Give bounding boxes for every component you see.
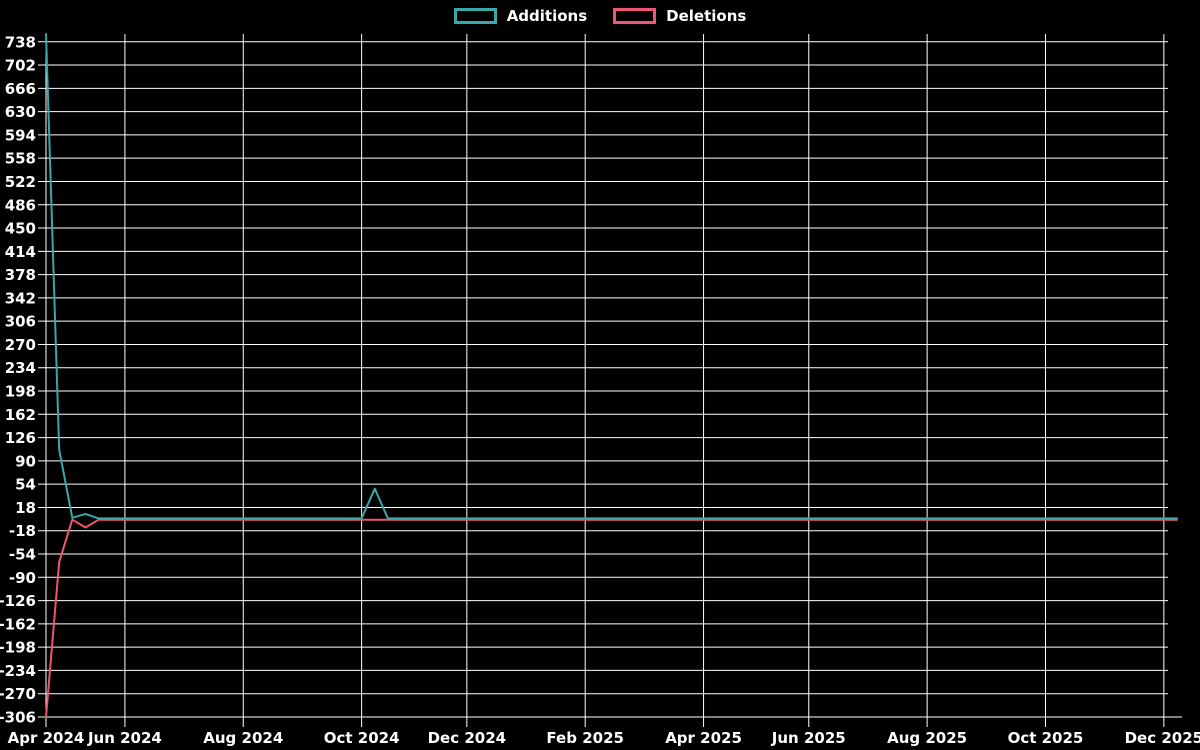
y-tick-label: -126 [0,592,36,610]
y-tick-label: -18 [9,522,36,540]
legend-label-additions: Additions [506,6,588,25]
y-tick-label: -306 [0,709,36,727]
y-tick-label: -54 [9,546,36,564]
x-tick-label: Jun 2025 [771,729,846,747]
y-tick-label: -90 [9,569,36,587]
y-tick-label: 666 [5,80,36,98]
x-tick-label: Oct 2025 [1008,729,1084,747]
y-tick-label: 342 [5,289,36,307]
additions-line [45,33,1178,520]
x-tick-label: Apr 2025 [665,729,742,747]
y-tick-label: 54 [15,476,36,494]
y-tick-label: 450 [5,220,36,238]
y-tick-label: 270 [5,336,36,354]
y-tick-label: 378 [5,266,36,284]
y-tick-label: 522 [5,173,36,191]
y-tick-label: 594 [5,126,36,144]
legend-label-deletions: Deletions [666,6,747,25]
y-tick-label: -162 [0,615,36,633]
y-tick-label: -198 [0,639,36,657]
legend-item-deletions: Deletions [613,8,746,24]
y-tick-label: 486 [5,196,36,214]
x-tick-label: Dec 2025 [1125,729,1200,747]
y-tick-label: 306 [5,313,36,331]
deletions-line [45,518,1178,718]
y-tick-label: -270 [0,685,36,703]
additions-swatch-icon [453,8,497,24]
y-tick-label: 558 [5,150,36,168]
legend-item-additions: Additions [453,6,588,25]
y-tick-label: 126 [5,429,36,447]
x-tick-label: Apr 2024 [8,729,85,747]
y-tick-label: 18 [15,499,36,517]
chart-legend: Additions Deletions [0,8,1200,24]
y-tick-label: 234 [5,359,36,377]
deletions-swatch-icon [613,8,657,24]
y-tick-label: 90 [15,452,36,470]
x-tick-label: Feb 2025 [546,729,624,747]
x-tick-label: Aug 2025 [887,729,967,747]
y-tick-label: 630 [5,103,36,121]
y-tick-label: 162 [5,406,36,424]
y-tick-label: 738 [5,33,36,51]
x-tick-label: Oct 2024 [324,729,400,747]
y-tick-label: -234 [0,662,36,680]
y-tick-label: 414 [5,243,36,261]
y-tick-label: 198 [5,383,36,401]
x-tick-label: Aug 2024 [203,729,283,747]
x-tick-label: Dec 2024 [428,729,507,747]
x-tick-label: Jun 2024 [87,729,162,747]
y-tick-label: 702 [5,57,36,75]
